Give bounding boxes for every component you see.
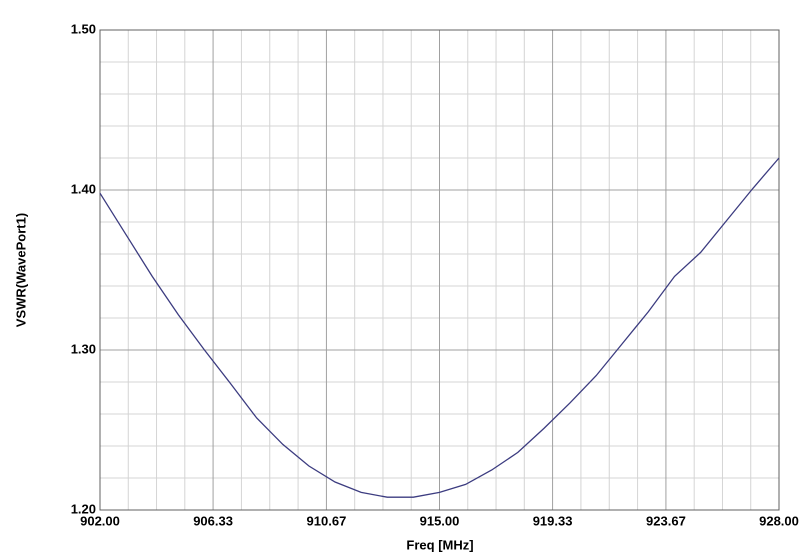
x-tick-label: 906.33 — [193, 513, 233, 528]
plot-frame — [99, 29, 780, 511]
y-tick-label: 1.50 — [71, 21, 96, 36]
x-tick-label: 902.00 — [80, 513, 120, 528]
y-tick-label: 1.20 — [71, 501, 96, 516]
x-tick-label: 915.00 — [420, 513, 460, 528]
x-axis-label: Freq [MHz] — [406, 537, 473, 552]
y-tick-label: 1.30 — [71, 341, 96, 356]
y-axis-label: VSWR(WavePort1) — [13, 213, 28, 327]
data-line — [99, 157, 780, 498]
x-tick-label: 928.00 — [759, 513, 799, 528]
x-tick-label: 923.67 — [646, 513, 686, 528]
x-tick-label: 919.33 — [533, 513, 573, 528]
y-tick-label: 1.40 — [71, 181, 96, 196]
x-tick-label: 910.67 — [307, 513, 347, 528]
